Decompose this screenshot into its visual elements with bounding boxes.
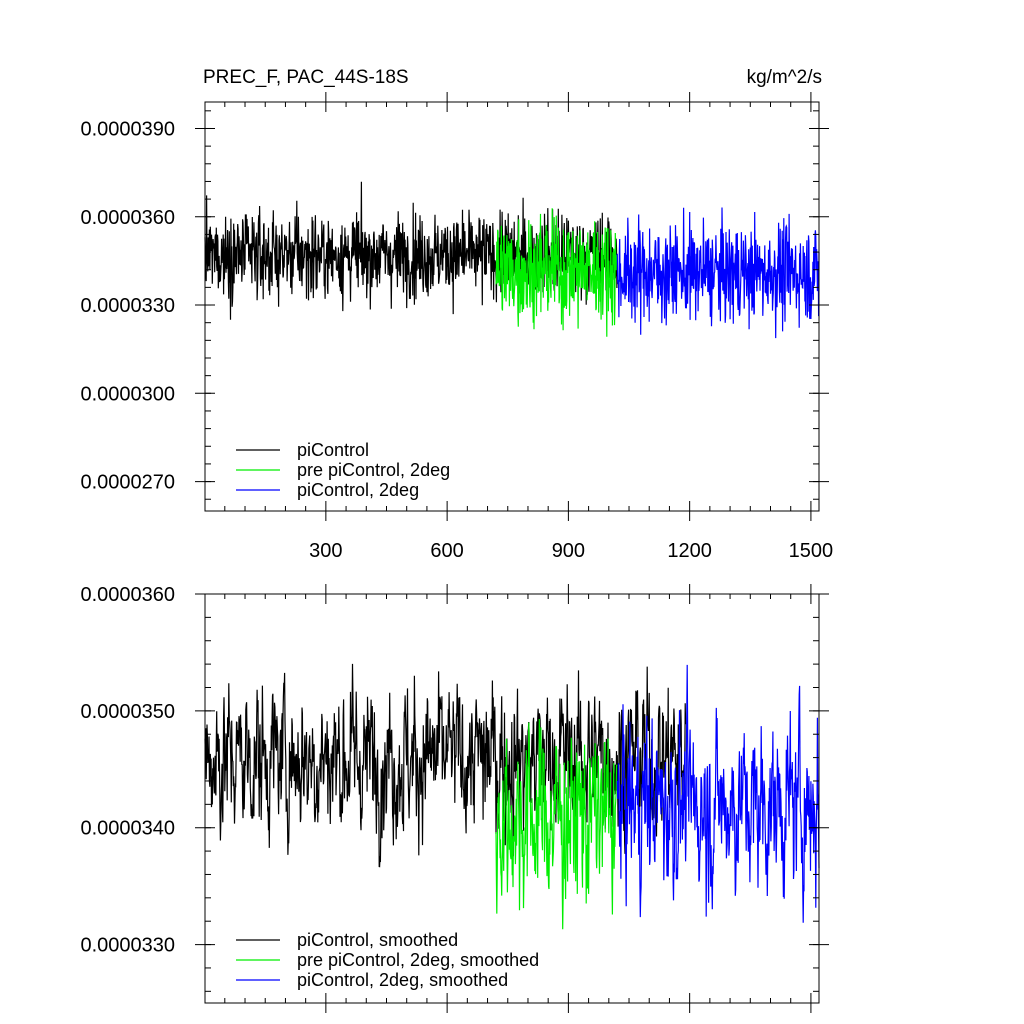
- x-tick-label: 900: [552, 540, 585, 562]
- series-line-3: [616, 664, 820, 923]
- bottom-panel: 0.0000330 0.0000340 0.0000350 0.0000360 piC…: [80, 584, 829, 1013]
- bottom-series-lines: [204, 663, 820, 930]
- legend-label-2: pre piControl, 2deg: [297, 460, 450, 480]
- legend-label-1: piControl: [297, 440, 369, 460]
- legend-label-1: piControl, smoothed: [297, 930, 458, 950]
- y-tick-label: 0.0000330: [80, 295, 175, 317]
- legend-label-3: piControl, 2deg, smoothed: [297, 970, 508, 990]
- legend-label-2: pre piControl, 2deg, smoothed: [297, 950, 539, 970]
- x-tick-label: 600: [430, 540, 463, 562]
- y-tick-label: 0.0000270: [80, 472, 175, 494]
- y-tick-label: 0.0000340: [80, 818, 175, 840]
- series-line-3: [616, 207, 820, 339]
- top-axes-ticks: 0.0000270 0.0000300 0.0000330 0.0000360 0.00…: [80, 92, 833, 562]
- y-tick-label: 0.0000360: [80, 584, 175, 606]
- series-line-2: [495, 208, 618, 337]
- top-plot-frame: [204, 101, 820, 512]
- x-tick-label: 300: [309, 540, 342, 562]
- x-tick-label: 1200: [667, 540, 712, 562]
- legend-label-3: piControl, 2deg: [297, 480, 419, 500]
- y-tick-label: 0.0000360: [80, 207, 175, 229]
- chart-title-left: PREC_F, PAC_44S-18S: [203, 67, 409, 88]
- series-line-1: [204, 181, 618, 320]
- bottom-plot-frame: [204, 593, 820, 1004]
- top-series-lines: [204, 181, 820, 339]
- chart-title-right: kg/m^2/s: [747, 67, 822, 88]
- x-tick-label: 1500: [789, 540, 834, 562]
- y-tick-label: 0.0000330: [80, 935, 175, 957]
- top-panel: PREC_F, PAC_44S-18S kg/m^2/s 0.00002700.…: [80, 67, 833, 562]
- y-tick-label: 0.0000300: [80, 383, 175, 405]
- series-line-2: [495, 718, 618, 930]
- y-tick-label: 0.0000350: [80, 701, 175, 723]
- y-tick-label: 0.0000390: [80, 118, 175, 140]
